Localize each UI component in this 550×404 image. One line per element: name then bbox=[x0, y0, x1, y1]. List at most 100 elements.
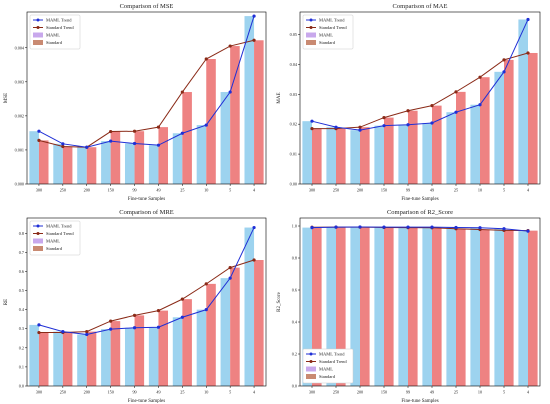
maml-trend-point bbox=[478, 226, 482, 230]
x-tick-label: 4 bbox=[527, 188, 530, 193]
standard-bar bbox=[110, 321, 121, 386]
standard-trend-point bbox=[180, 297, 184, 301]
legend-entry-label: MAML bbox=[319, 33, 333, 38]
standard-bar bbox=[432, 227, 442, 386]
standard-bar bbox=[528, 230, 538, 386]
standard-trend-point bbox=[228, 44, 232, 48]
maml-trend-point bbox=[382, 124, 386, 128]
maml-bar bbox=[124, 143, 135, 184]
maml-trend-point bbox=[132, 326, 137, 330]
standard-trend-point bbox=[85, 329, 89, 334]
maml-trend-point bbox=[334, 225, 338, 229]
y-tick-label: 0.6 bbox=[292, 288, 297, 293]
standard-bar bbox=[480, 229, 490, 386]
maml-trend-point bbox=[430, 225, 434, 229]
maml-bar bbox=[446, 227, 456, 386]
x-tick-label: 150 bbox=[381, 188, 387, 193]
maml-trend-point bbox=[358, 128, 362, 132]
standard-bar bbox=[38, 332, 49, 386]
x-axis-label: Fine-tune Samples bbox=[401, 197, 438, 202]
maml-bar bbox=[422, 122, 432, 184]
maml-trend-point bbox=[252, 14, 256, 18]
standard-bar bbox=[182, 299, 192, 386]
standard-trend-point bbox=[156, 125, 161, 129]
maml-trend-point bbox=[85, 145, 89, 149]
maml-trend-point bbox=[85, 332, 89, 337]
standard-bar bbox=[254, 40, 264, 185]
x-tick-label: 150 bbox=[108, 188, 114, 193]
maml-trend-point bbox=[526, 229, 530, 233]
standard-bar bbox=[360, 127, 370, 184]
maml-bar bbox=[326, 127, 336, 184]
standard-trend-point bbox=[252, 258, 256, 262]
standard-trend-point bbox=[228, 266, 232, 270]
y-tick-label: 0.0 bbox=[292, 384, 297, 389]
plot-frame bbox=[299, 217, 541, 387]
maml-trend-point bbox=[132, 141, 137, 146]
maml-trend-point bbox=[109, 139, 113, 143]
x-tick-label: 99 bbox=[132, 188, 136, 193]
y-tick-label: 0.4 bbox=[19, 307, 25, 312]
y-tick-label: 0.1 bbox=[19, 364, 24, 369]
x-tick-label: 4 bbox=[527, 390, 530, 395]
maml-trend-point bbox=[156, 325, 161, 329]
maml-trend-point bbox=[204, 308, 208, 312]
y-tick-label: 0.4 bbox=[292, 320, 298, 325]
legend-patch-swatch bbox=[306, 32, 316, 38]
maml-bar bbox=[302, 227, 312, 386]
y-tick-label: 0.004 bbox=[15, 45, 25, 50]
legend-patch-swatch bbox=[306, 374, 316, 379]
x-tick-label: 5 bbox=[229, 390, 231, 395]
standard-trend-point bbox=[430, 104, 434, 108]
standard-bar bbox=[312, 128, 322, 184]
y-tick-label: 0.6 bbox=[19, 269, 24, 274]
chart-title: Comparison of MAE bbox=[393, 3, 448, 10]
maml-trend-point bbox=[478, 103, 482, 107]
maml-bar bbox=[172, 317, 183, 386]
y-axis-label: RE bbox=[4, 299, 9, 305]
x-tick-label: 200 bbox=[84, 390, 90, 395]
standard-bar bbox=[158, 310, 169, 386]
standard-trend-point bbox=[406, 109, 410, 113]
x-axis-label: Fine-tune Samples bbox=[128, 197, 165, 202]
standard-bar bbox=[360, 227, 370, 386]
legend-entry-label: MAML bbox=[319, 367, 333, 372]
y-tick-label: 0.7 bbox=[19, 250, 24, 255]
x-tick-label: 10 bbox=[478, 188, 482, 193]
maml-bar bbox=[148, 327, 159, 386]
maml-trend-line bbox=[38, 15, 255, 148]
standard-trend-line bbox=[38, 39, 255, 148]
legend-entry-label: MAML bbox=[46, 239, 60, 244]
standard-bar bbox=[206, 283, 216, 386]
y-tick-label: 1.0 bbox=[292, 224, 297, 229]
chart-panel-1: Comparison of MSE Fine-tune Samples MSE 300… bbox=[4, 3, 267, 202]
maml-trend-line bbox=[311, 226, 529, 232]
maml-trend-point bbox=[406, 225, 410, 229]
maml-bar bbox=[220, 92, 231, 184]
standard-bar bbox=[134, 131, 145, 184]
y-tick-label: 0.3 bbox=[19, 326, 24, 331]
standard-bar bbox=[110, 131, 121, 184]
legend: MAML Trend Standard Trend MAML Standard bbox=[302, 14, 354, 50]
standard-bar bbox=[480, 77, 490, 184]
standard-bar bbox=[408, 110, 418, 184]
standard-trend-point bbox=[204, 282, 208, 286]
y-tick-label: 0.8 bbox=[292, 256, 297, 261]
maml-bar bbox=[101, 329, 111, 386]
y-tick-label: 0.000 bbox=[15, 182, 24, 187]
standard-trend-point bbox=[204, 57, 208, 61]
maml-bar bbox=[494, 228, 504, 386]
y-axis-label: MAE bbox=[277, 92, 282, 103]
x-tick-label: 99 bbox=[132, 390, 136, 395]
maml-bar bbox=[422, 227, 432, 386]
legend-entry-label: Standard bbox=[319, 40, 336, 45]
legend-patch-swatch bbox=[33, 32, 43, 38]
standard-bar bbox=[134, 315, 145, 386]
maml-bar bbox=[148, 145, 159, 184]
standard-bar bbox=[62, 146, 73, 184]
maml-trend-point bbox=[37, 323, 41, 327]
maml-bar bbox=[101, 141, 111, 184]
standard-bar bbox=[384, 227, 394, 386]
standard-trend-point bbox=[109, 319, 113, 323]
x-tick-label: 200 bbox=[84, 188, 90, 193]
